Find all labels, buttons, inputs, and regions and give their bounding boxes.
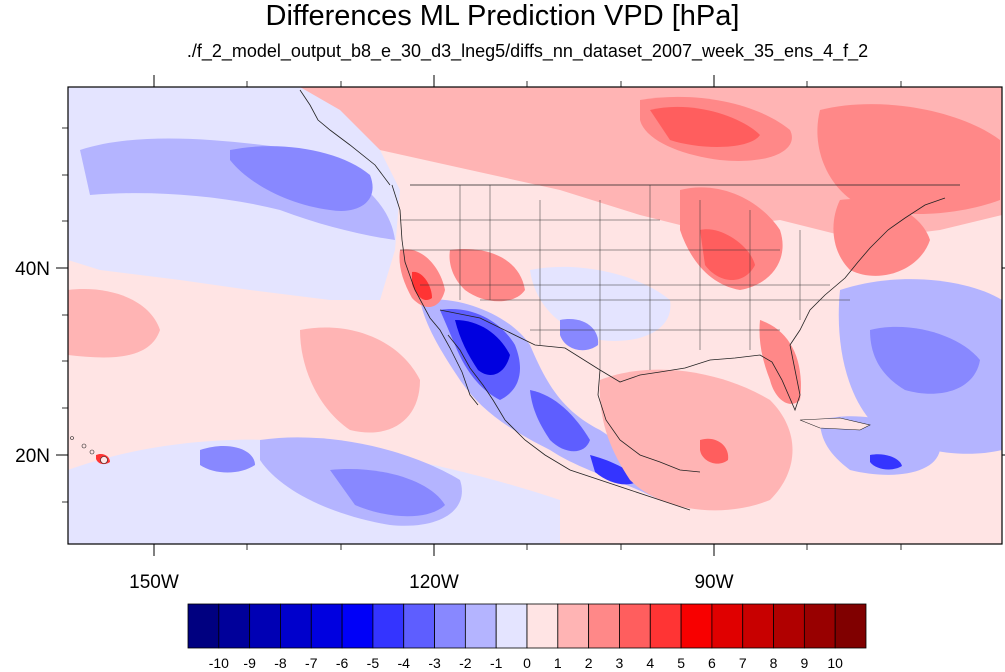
anomaly-midwest-red — [700, 229, 755, 280]
lon-label-90w: 90W — [694, 572, 733, 593]
lon-label-120w: 120W — [409, 572, 459, 593]
anomaly-pacific-spot — [200, 445, 255, 473]
hawaii-island-4 — [100, 456, 108, 464]
anomaly-caribbean-strongblue — [870, 454, 902, 470]
colorbar-tick-label: 7 — [739, 655, 747, 671]
colorbar-tick-label: 5 — [677, 655, 685, 671]
colorbar-swatch — [680, 603, 713, 649]
state-borders-horizontal — [400, 219, 850, 331]
colorbar-swatch — [619, 603, 651, 649]
map-field — [68, 87, 1002, 544]
anomaly-south-pacific-mid — [330, 469, 445, 517]
axis-minor-ticks — [62, 81, 902, 550]
colorbar-swatch — [464, 603, 497, 649]
hawaii-island-3 — [89, 449, 95, 455]
colorbar-tick-label: 6 — [708, 655, 716, 671]
map-frame — [67, 86, 1003, 545]
colorbar-swatch — [249, 603, 281, 649]
colorbar-swatch — [434, 603, 466, 649]
colorbar-tick-label: -10 — [209, 655, 229, 671]
colorbar-tick-label: 4 — [646, 655, 654, 671]
lat-label-20n: 20N — [15, 446, 50, 467]
colorbar-tick-label: 0 — [523, 655, 531, 671]
hawaii-island-1 — [70, 436, 74, 440]
colorbar-swatch — [372, 603, 405, 649]
colorbar-tick-label: 8 — [770, 655, 778, 671]
colorbar — [187, 603, 867, 649]
us-west-coastline — [391, 184, 479, 406]
colorbar-tick-label: 9 — [800, 655, 808, 671]
anomaly-atlantic-mid — [870, 326, 980, 394]
colorbar-tick-label: -5 — [367, 655, 380, 671]
colorbar-swatch — [803, 603, 836, 649]
colorbar-labels: -10 -9 -8 -7 -6 -5 -4 -3 -2 -1 0 1 2 3 4 5 6 7 8 9 10 — [209, 655, 843, 671]
anomaly-northeast-salmon — [833, 199, 930, 276]
colorbar-swatch — [588, 603, 620, 649]
colorbar-tick-label: -8 — [274, 655, 287, 671]
cuba — [799, 417, 871, 431]
lon-label-150w: 150W — [129, 572, 179, 593]
colorbar-tick-label: -7 — [305, 655, 318, 671]
mexico-gulf-coastline — [597, 369, 701, 473]
anomaly-mexico-blue — [530, 390, 590, 452]
colorbar-swatch — [711, 603, 744, 649]
us-mexico-border — [439, 309, 601, 371]
colorbar-tick-label: -9 — [243, 655, 256, 671]
colorbar-swatch — [649, 603, 682, 649]
colorbar-tick-label: -1 — [490, 655, 503, 671]
coastlines — [299, 89, 960, 511]
colorbar-tick-label: -4 — [398, 655, 411, 671]
colorbar-swatch — [403, 603, 435, 649]
colorbar-swatch — [187, 603, 220, 649]
colorbar-swatch — [280, 603, 312, 649]
colorbar-swatch — [526, 603, 559, 649]
lat-label-40n: 40N — [15, 259, 50, 280]
colorbar-tick-label: -3 — [428, 655, 441, 671]
colorbar-swatch — [742, 603, 774, 649]
colorbar-tick-label: 2 — [585, 655, 593, 671]
anomaly-mexico-strongblue — [590, 455, 640, 485]
anomaly-gulf-pink — [599, 369, 793, 511]
anomaly-newmexico-mid — [560, 319, 599, 351]
colorbar-tick-label: 1 — [554, 655, 562, 671]
colorbar-swatch — [495, 603, 528, 649]
colorbar-swatch — [557, 603, 590, 649]
colorbar-tick-label: 10 — [827, 655, 843, 671]
state-borders — [400, 185, 850, 370]
anomaly-hudson-red — [650, 106, 760, 147]
colorbar-swatch — [310, 603, 343, 649]
page-subtitle: ./f_2_model_output_b8_e_30_d3_lneg5/diff… — [186, 41, 869, 61]
alaska-canada-coastline — [299, 89, 391, 186]
mexico-west-coastline — [447, 334, 691, 511]
anomaly-pacific-band-mid — [230, 146, 373, 211]
anomaly-baja-deepblue — [455, 320, 510, 375]
islands — [70, 417, 871, 464]
colorbar-tick-label: -6 — [336, 655, 349, 671]
anomaly-nevada-salmon — [449, 249, 525, 302]
hawaii-island-2 — [81, 443, 87, 449]
anomaly-florida-salmon — [759, 320, 801, 404]
colorbar-swatch — [218, 603, 251, 649]
page-title: Differences ML Prediction VPD [hPa] — [265, 0, 740, 32]
anomaly-pacific-central-pink — [300, 327, 420, 433]
gulf-east-coastline — [599, 197, 946, 412]
colorbar-swatch — [341, 603, 374, 649]
anomaly-labrador-salmon — [817, 104, 1000, 215]
colorbar-swatch — [773, 603, 805, 649]
colorbar-tick-label: -2 — [459, 655, 472, 671]
colorbar-swatch — [834, 603, 867, 649]
anomaly-caribbean-paleblue — [820, 416, 940, 475]
colorbar-tick-label: 3 — [616, 655, 624, 671]
anomaly-caribbean-red — [700, 438, 729, 464]
anomaly-pacific-west-pink — [68, 289, 160, 358]
